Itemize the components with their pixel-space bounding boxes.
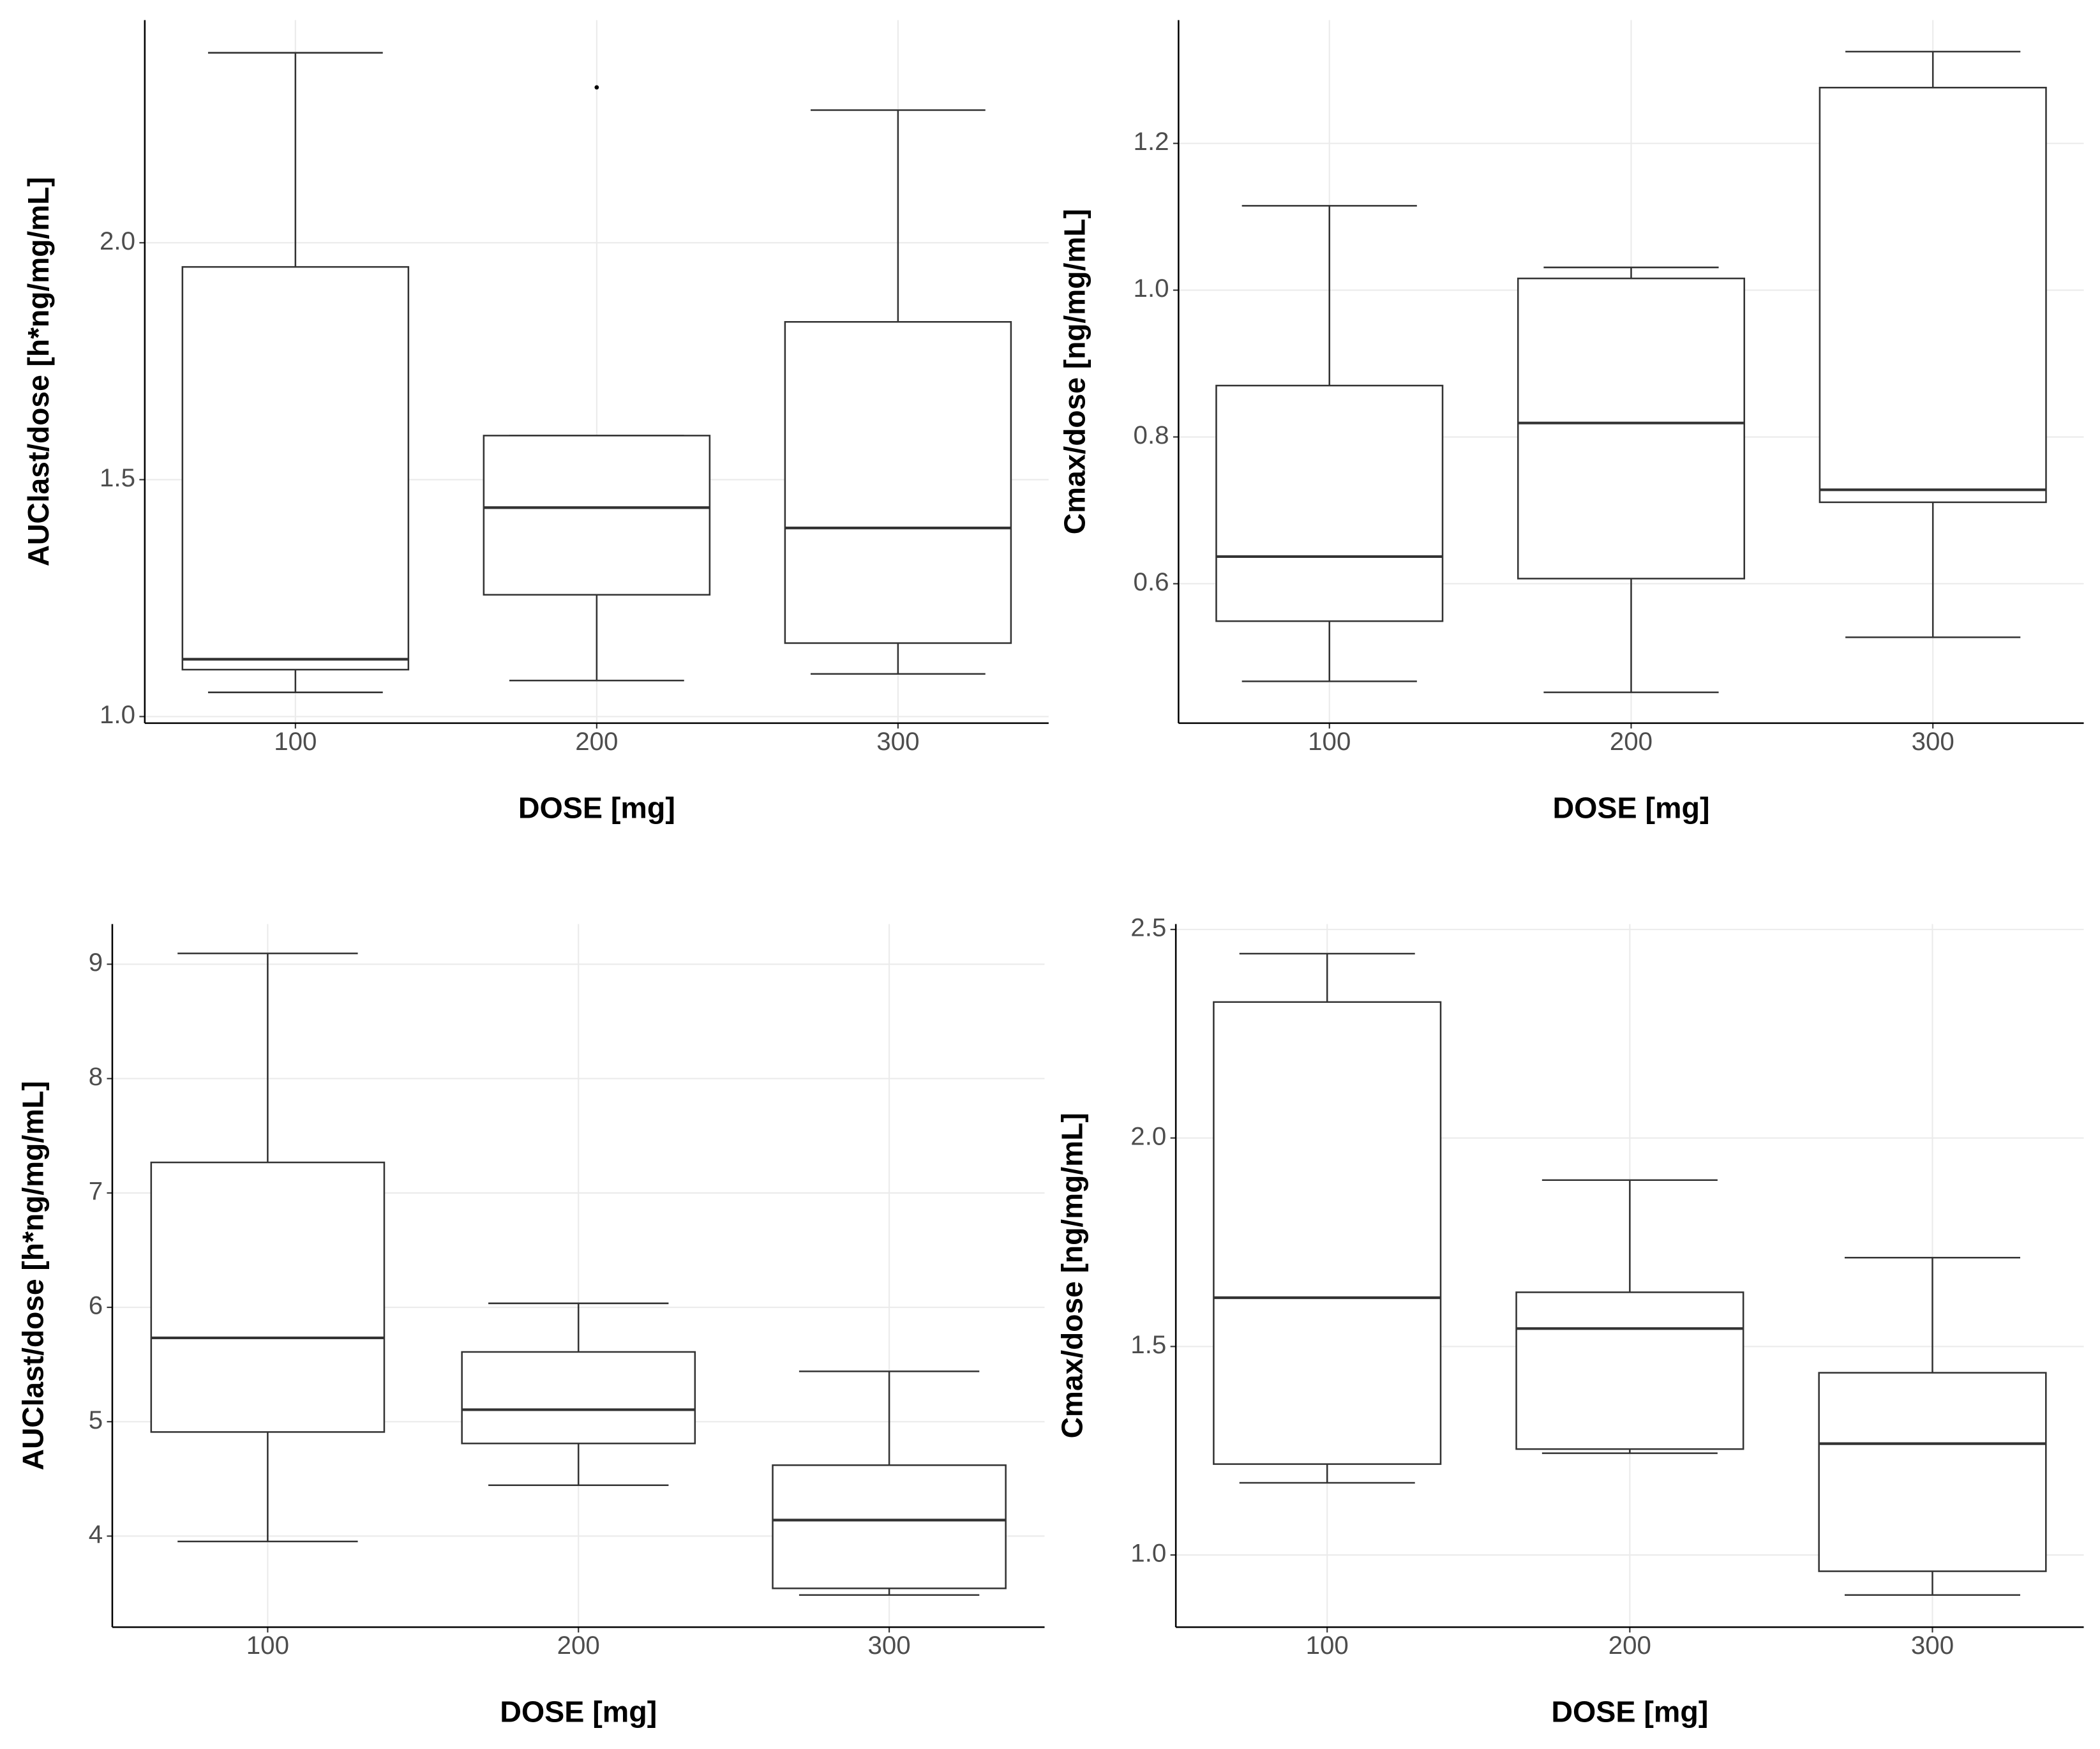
y-tick-label: 9	[89, 949, 103, 977]
x-tick-label: 200	[575, 728, 618, 756]
y-tick-label: 0.8	[1134, 421, 1169, 449]
y-tick-label: 2.5	[1130, 914, 1166, 942]
y-tick-label: 1.0	[1134, 274, 1169, 303]
x-tick-label: 100	[274, 728, 317, 756]
x-tick-label: 100	[246, 1632, 289, 1660]
y-tick-label: 7	[89, 1178, 103, 1206]
box	[181, 266, 410, 671]
x-axis-title: DOSE [mg]	[500, 1695, 657, 1729]
box	[150, 1161, 386, 1433]
box	[1819, 86, 2047, 504]
y-tick-label: 1.5	[100, 464, 135, 492]
x-tick-label: 300	[876, 728, 919, 756]
y-tick-label: 4	[89, 1520, 103, 1549]
y-axis-title: Cmax/dose [ng/mg/mL]	[1058, 209, 1091, 534]
x-tick-label: 200	[1610, 728, 1653, 756]
y-tick-label: 1.0	[100, 701, 135, 729]
x-axis-title: DOSE [mg]	[1552, 792, 1709, 825]
x-tick-label: 200	[557, 1632, 600, 1660]
x-axis-title: DOSE [mg]	[1551, 1695, 1708, 1729]
y-tick-label: 1.0	[1130, 1540, 1166, 1568]
x-tick-label: 100	[1308, 728, 1351, 756]
box	[1215, 384, 1444, 622]
y-tick-label: 0.6	[1134, 568, 1169, 596]
x-tick-label: 100	[1306, 1632, 1349, 1660]
box	[772, 1464, 1007, 1589]
y-tick-label: 1.5	[1130, 1331, 1166, 1359]
box	[483, 435, 711, 596]
y-tick-label: 5	[89, 1406, 103, 1434]
y-axis-title: AUClast/dose [h*ng/mg/mL]	[16, 1081, 49, 1470]
y-tick-label: 8	[89, 1063, 103, 1091]
box	[461, 1351, 696, 1445]
y-tick-label: 6	[89, 1292, 103, 1320]
y-axis-title: Cmax/dose [ng/mg/mL]	[1055, 1113, 1088, 1438]
x-tick-label: 300	[1911, 1632, 1954, 1660]
x-tick-label: 300	[867, 1632, 910, 1660]
box	[784, 321, 1012, 644]
box	[1515, 1291, 1744, 1450]
box	[1818, 1372, 2047, 1572]
x-tick-label: 200	[1609, 1632, 1651, 1660]
outlier	[594, 85, 599, 90]
x-tick-label: 300	[1912, 728, 1954, 756]
y-axis-title: AUClast/dose [h*ng/mg/mL]	[22, 177, 55, 566]
y-tick-label: 1.2	[1134, 128, 1169, 156]
y-tick-label: 2.0	[1130, 1122, 1166, 1150]
box	[1213, 1001, 1442, 1465]
box	[1517, 277, 1746, 580]
y-tick-label: 2.0	[100, 227, 135, 255]
x-axis-title: DOSE [mg]	[518, 792, 675, 825]
